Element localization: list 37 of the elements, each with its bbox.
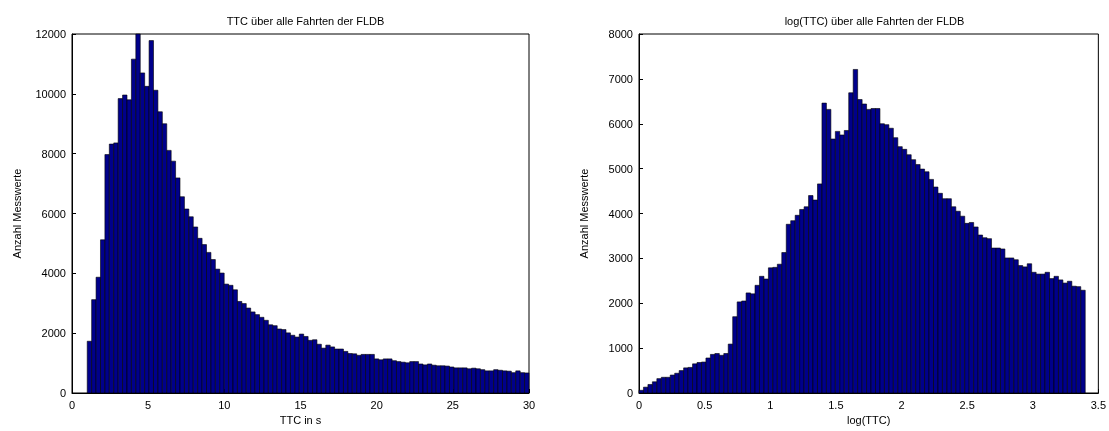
y-tick-label: 0 [626,387,633,399]
x-tick-label: 5 [145,398,152,411]
x-axis-title: TTC in s [279,414,322,427]
y-tick-label: 7000 [608,72,633,85]
chart-title: TTC über alle Fahrten der FLDB [226,14,385,27]
x-tick-label: 1 [767,398,774,411]
y-tick-label: 6000 [41,207,66,220]
x-tick-label: 2 [898,398,905,411]
y-axis-title: Anzahl Messwerte [10,168,23,259]
y-tick-label: 0 [59,387,66,399]
y-axis-title: Anzahl Messwerte [577,168,590,259]
x-tick-label: 10 [218,398,231,411]
x-axis-title: log(TTC) [846,414,891,427]
x-tick-label: 2.5 [959,398,975,411]
y-tick-label: 2000 [608,297,633,310]
x-tick-label: 1.5 [828,398,844,411]
y-tick-label: 1000 [608,342,633,355]
y-tick-label: 8000 [41,147,66,160]
x-tick-label: 3 [1029,398,1036,411]
x-tick-label: 15 [294,398,307,411]
y-tick-label: 4000 [608,207,633,220]
x-tick-label: 25 [446,398,459,411]
y-tick-label: 12000 [35,28,66,40]
y-tick-label: 4000 [41,267,66,280]
x-tick-label: 0 [68,398,76,411]
x-tick-label: 30 [522,398,536,411]
y-tick-label: 10000 [35,87,66,100]
y-tick-label: 3000 [608,252,633,265]
x-tick-label: 0.5 [696,398,713,411]
chart-title: log(TTC) über alle Fahrten der FLDB [784,14,965,27]
y-tick-label: 5000 [608,162,633,175]
y-tick-label: 6000 [608,117,633,130]
x-tick-label: 20 [370,398,383,411]
y-tick-label: 2000 [41,327,66,340]
y-tick-label: 8000 [608,28,633,40]
x-tick-label: 0 [635,398,643,411]
x-tick-label: 3.5 [1090,398,1106,411]
